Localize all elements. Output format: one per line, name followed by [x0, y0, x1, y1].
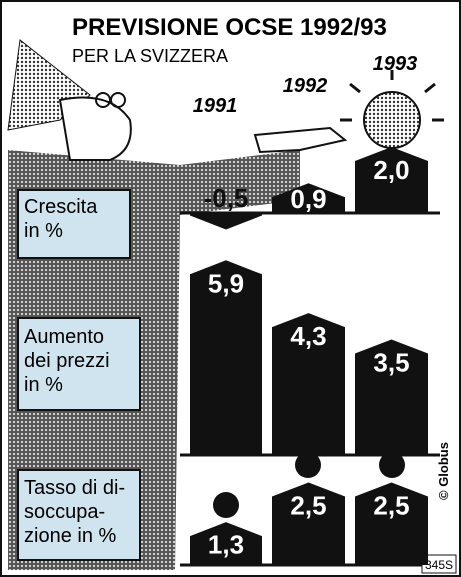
value-label: 2,0: [373, 155, 409, 185]
value-label: 2,5: [373, 491, 409, 521]
infographic: PREVISIONE OCSE 1992/93 PER LA SVIZZERA …: [0, 0, 461, 577]
panel-label: zione in %: [24, 525, 116, 547]
title: PREVISIONE OCSE 1992/93: [72, 14, 387, 41]
code: 345S: [425, 558, 453, 572]
head-dot: [379, 452, 405, 478]
head-dot: [295, 452, 321, 478]
year-label: 1991: [193, 95, 238, 117]
panel-label: dei prezzi: [24, 350, 110, 372]
head-dot: [213, 492, 239, 518]
value-label: 2,5: [290, 491, 326, 521]
panel-label: Aumento: [24, 326, 104, 348]
sun: [364, 92, 420, 148]
year-label: 1992: [283, 75, 328, 97]
value-label: 1,3: [208, 530, 244, 560]
credit: © Globus: [436, 442, 451, 500]
panel-label: in %: [24, 374, 63, 396]
panel-label: Crescita: [24, 196, 98, 218]
panel-label: in %: [24, 220, 63, 242]
value-label: 0,9: [290, 184, 326, 214]
panel-label: Tasso di di-: [24, 477, 125, 499]
value-label: 5,9: [208, 268, 244, 298]
year-label: 1993: [373, 53, 418, 75]
value-label: 4,3: [290, 321, 326, 351]
value-label: 3,5: [373, 348, 409, 378]
panel-label: soccupa-: [24, 501, 105, 523]
value-label: -0,5: [204, 183, 249, 213]
subtitle: PER LA SVIZZERA: [72, 46, 228, 66]
